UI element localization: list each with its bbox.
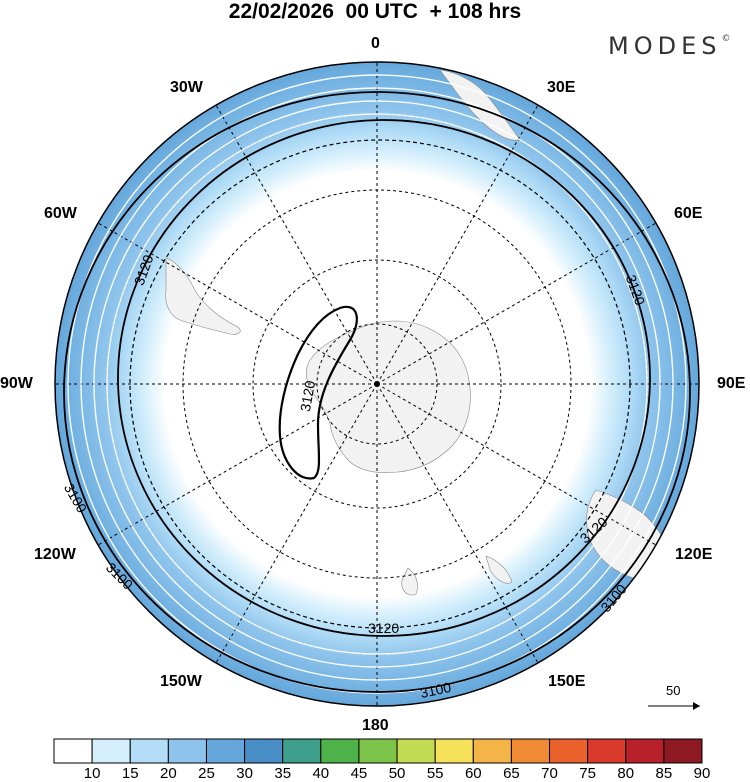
colorbar-swatch <box>549 738 589 764</box>
colorbar-swatch <box>205 738 246 764</box>
map-title: 22/02/2026 00 UTC + 108 hrs <box>228 0 522 23</box>
colorbar-tick-label: 50 <box>388 765 406 782</box>
logo-text: MODES <box>608 32 722 60</box>
colorbar-swatch <box>244 738 284 764</box>
colorbar-tick-label: 80 <box>617 765 635 782</box>
colorbar-swatch <box>434 738 474 764</box>
colorbar-swatch <box>663 738 703 764</box>
modes-logo: MODES© <box>608 32 730 60</box>
logo-copyright-mark: © <box>721 34 731 44</box>
colorbar-tick-label: 20 <box>160 765 177 782</box>
new-zealand-south-land <box>401 567 418 596</box>
contour-3100 <box>63 91 691 693</box>
contour-3120 <box>117 119 651 637</box>
longitude-label-120e: 120E <box>675 546 713 563</box>
colorbar-tick-label: 15 <box>121 765 139 782</box>
colorbar-tick-label: 75 <box>579 765 596 782</box>
map-boundary <box>54 61 700 707</box>
colorbar-tick-label: 60 <box>464 765 482 782</box>
colorbar-tick-label: 10 <box>83 765 101 782</box>
colorbar-tick-label: 30 <box>236 765 253 782</box>
colorbar <box>53 738 703 764</box>
reference-vector-label: 50 <box>666 683 681 698</box>
colorbar-tick-label: 55 <box>426 765 444 782</box>
colorbar-swatch <box>282 738 322 764</box>
longitude-label-120w: 120W <box>34 546 76 563</box>
contour-3120-inner <box>129 139 631 629</box>
colorbar-swatch <box>396 738 436 764</box>
colorbar-tick-label: 25 <box>198 765 215 782</box>
longitude-label-60w: 60W <box>44 205 77 222</box>
streamlines <box>67 74 687 694</box>
colorbar-swatch <box>91 738 131 764</box>
colorbar-swatch <box>129 738 169 764</box>
longitude-label-150w: 150W <box>160 673 202 690</box>
longitude-label-30e: 30E <box>547 79 576 96</box>
colorbar-tick-label: 85 <box>655 765 673 782</box>
colorbar-tick-label: 70 <box>541 765 558 782</box>
map-content <box>55 62 699 706</box>
longitude-label-180: 180 <box>362 717 389 734</box>
colorbar-tick-label: 90 <box>693 765 711 782</box>
contour-label-3120-south: 3120 <box>368 620 400 636</box>
colorbar-swatch <box>510 738 551 764</box>
colorbar-swatch <box>167 738 207 764</box>
colorbar-tick-label: 40 <box>312 765 330 782</box>
antarctica-land <box>306 320 471 473</box>
height-contours <box>63 91 691 693</box>
colorbar-swatch <box>320 738 360 764</box>
longitude-label-90w: 90W <box>0 375 33 392</box>
colorbar-tick-label: 35 <box>274 765 292 782</box>
longitude-label-90e: 90E <box>717 375 746 392</box>
colorbar-tick-label: 45 <box>350 765 368 782</box>
colorbar-swatch <box>472 738 512 764</box>
new-zealand-land <box>485 555 513 584</box>
longitude-label-60e: 60E <box>674 205 703 222</box>
south-pole-marker <box>374 381 380 387</box>
south-america-land <box>165 257 241 335</box>
colorbar-swatch <box>587 738 627 764</box>
reference-vector-arrow <box>648 702 700 710</box>
colorbar-swatch <box>358 738 398 764</box>
contour-3120-closed <box>278 305 358 480</box>
longitude-label-30w: 30W <box>170 79 203 96</box>
longitude-label-0: 0 <box>371 35 380 52</box>
colorbar-swatch <box>53 738 93 764</box>
colorbar-tick-label: 65 <box>503 765 520 782</box>
longitude-label-150e: 150E <box>548 673 586 690</box>
colorbar-swatch <box>625 738 665 764</box>
